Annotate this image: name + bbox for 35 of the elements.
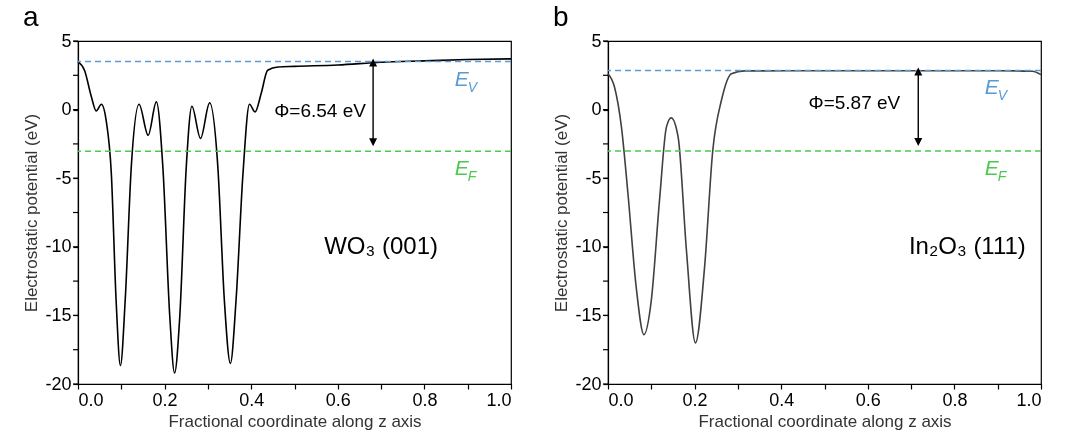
y-tick-label: 5: [591, 30, 602, 51]
y-tick-label: -5: [585, 167, 602, 188]
y-axis-title: Electrostatic potential (eV): [552, 113, 572, 313]
x-tick-label: 0.8: [412, 389, 438, 410]
annotation: In₂O₃ (111): [908, 231, 1026, 259]
x-tick-label: 0.4: [239, 389, 265, 410]
chart-title: a: [22, 1, 39, 32]
y-tick-label: -10: [45, 236, 72, 257]
y-tick-label: -20: [45, 373, 72, 394]
x-tick-label: 0.0: [78, 389, 104, 410]
chart-title: b: [552, 1, 569, 32]
x-tick-label: 0.6: [325, 389, 351, 410]
line-series: [607, 69, 1042, 344]
x-tick-label: 1.0: [486, 389, 512, 410]
x-tick-label: 1.0: [1016, 389, 1042, 410]
y-tick-label: -15: [575, 304, 602, 325]
annotation: Φ=5.87 eV: [808, 91, 901, 113]
y-tick-label: -10: [575, 236, 602, 257]
annotation: WO₃ (001): [324, 231, 438, 259]
x-tick-label: 0.0: [608, 389, 634, 410]
y-tick-label: -15: [45, 304, 72, 325]
y-tick-label: -20: [575, 373, 602, 394]
y-tick-label: 5: [61, 30, 72, 51]
y-tick-label: -5: [55, 167, 72, 188]
x-tick-label: 0.6: [855, 389, 881, 410]
y-tick-label: 0: [591, 99, 602, 120]
x-tick-label: 0.2: [682, 389, 708, 410]
x-tick-label: 0.8: [942, 389, 968, 410]
x-tick-label: 0.2: [152, 389, 178, 410]
x-tick-label: 0.4: [769, 389, 795, 410]
x-axis-title: Fractional coordinate along z axis: [698, 411, 952, 431]
annotation: Φ=6.54 eV: [274, 100, 367, 122]
y-axis-title: Electrostatic potential (eV): [22, 113, 42, 313]
y-tick-label: 0: [61, 99, 72, 120]
x-axis-title: Fractional coordinate along z axis: [168, 411, 422, 431]
